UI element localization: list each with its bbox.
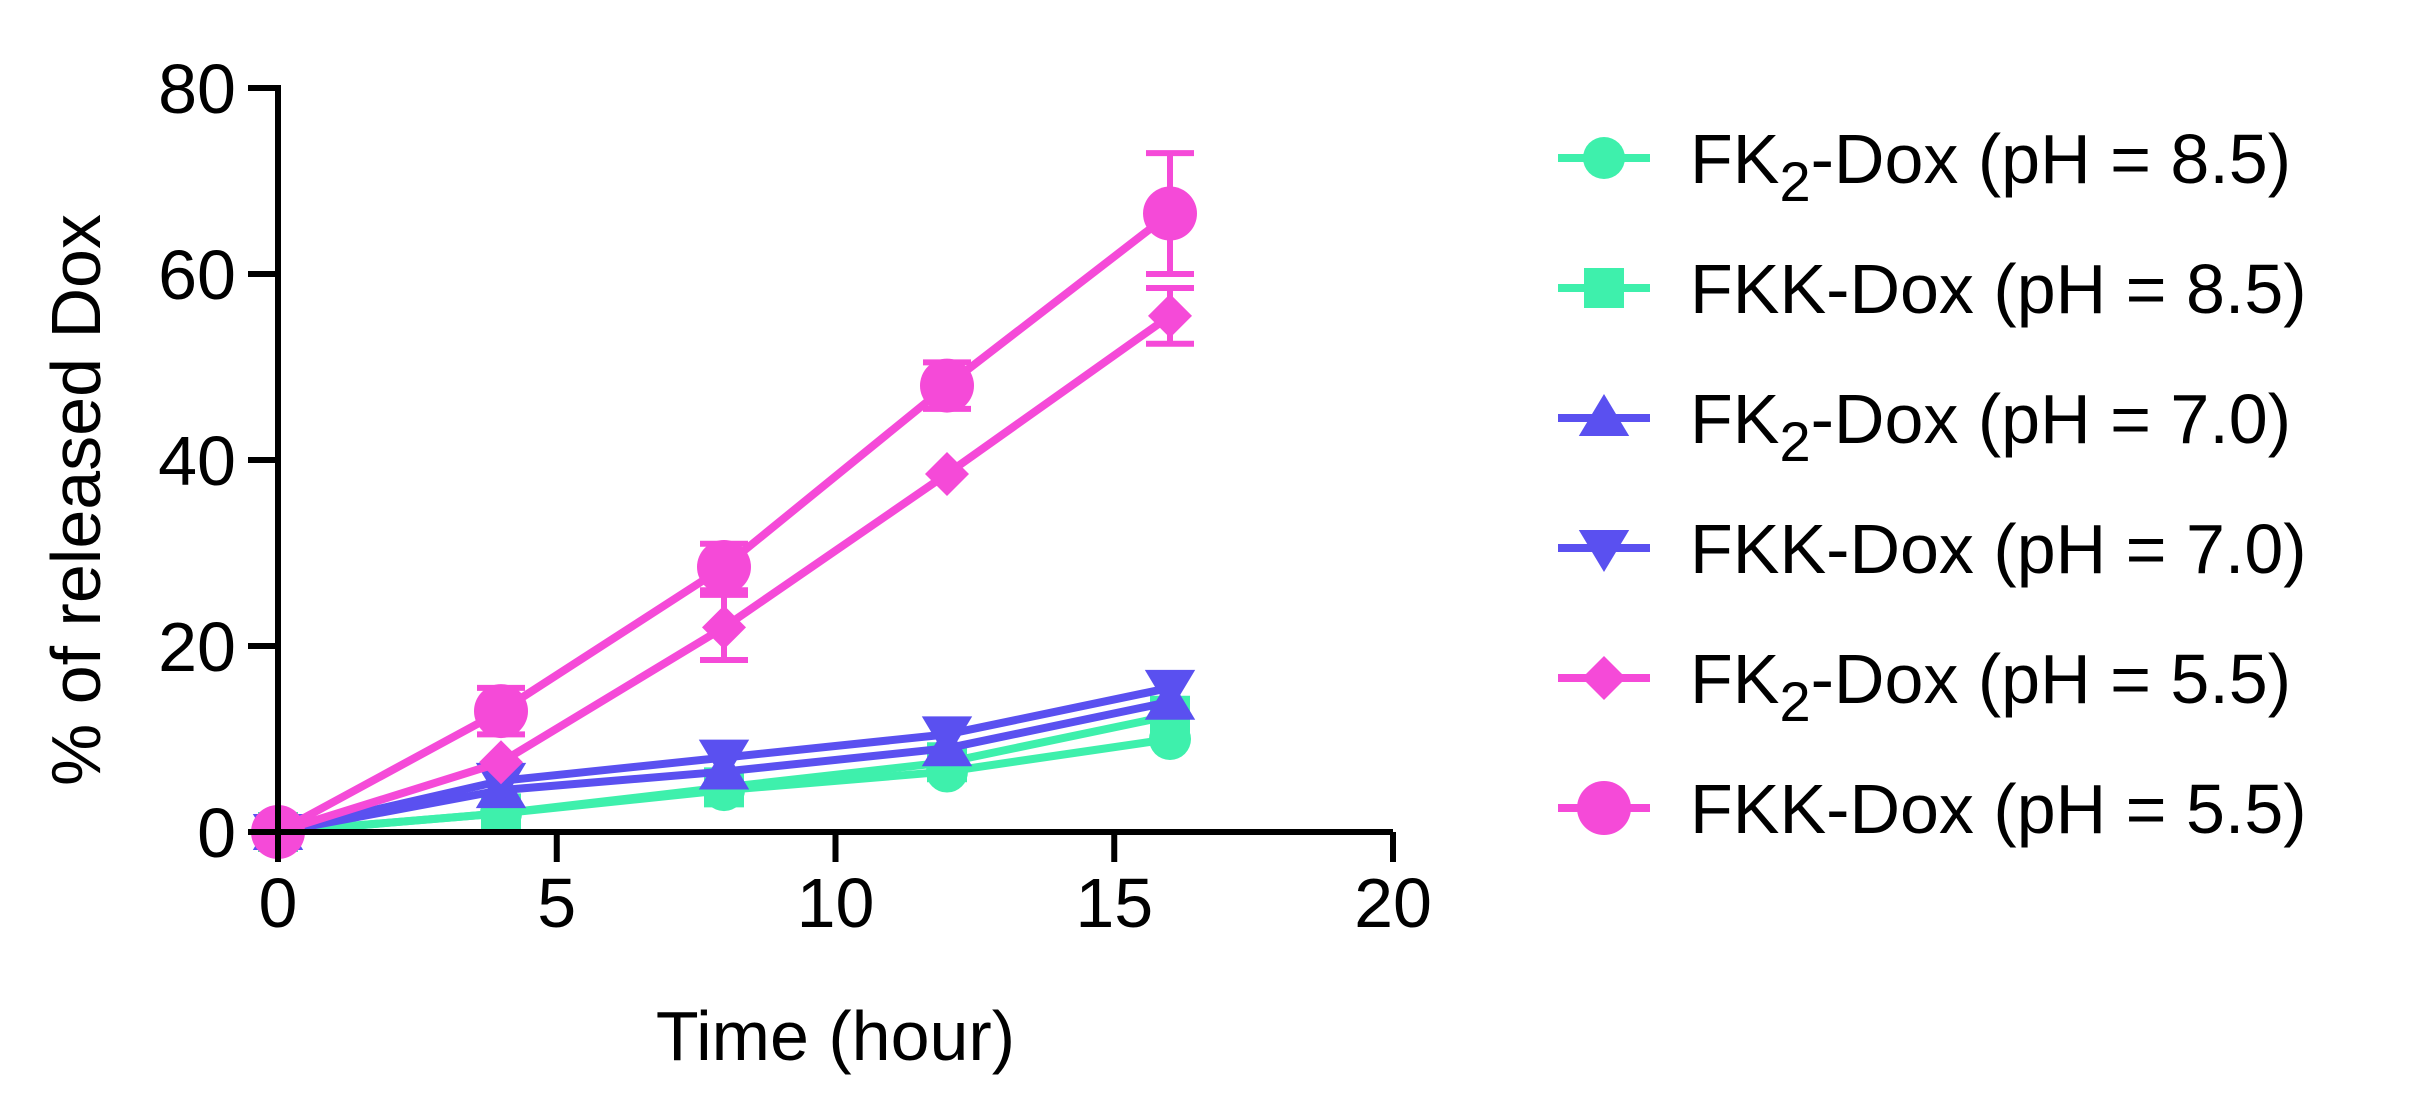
x-tick-label: 10	[797, 864, 875, 942]
plot-area	[251, 150, 1197, 859]
data-point	[925, 451, 969, 496]
legend-label: FKK-Dox (pH = 5.5)	[1690, 770, 2307, 848]
y-tick-label: 80	[158, 50, 236, 128]
y-tick-label: 20	[158, 608, 236, 686]
legend-label: FKK-Dox (pH = 7.0)	[1690, 510, 2307, 588]
legend-label: FKK-Dox (pH = 8.5)	[1690, 250, 2307, 328]
legend-marker	[1584, 268, 1624, 308]
y-axis-title: % of released Dox	[37, 214, 115, 786]
data-point	[921, 716, 973, 759]
legend-item: FK2-Dox (pH = 8.5)	[1558, 120, 2291, 213]
data-point	[1148, 293, 1192, 338]
legend-marker	[1582, 656, 1626, 700]
x-tick-label: 5	[537, 864, 576, 942]
data-point	[1144, 669, 1196, 712]
legend-marker	[1583, 137, 1625, 179]
axes: Time (hour) % of released Dox 0 20 40 60 80 0…	[37, 50, 1432, 1075]
data-point	[1143, 186, 1197, 241]
series-4	[252, 669, 1196, 856]
x-tick-label: 20	[1354, 864, 1432, 942]
data-point	[920, 358, 974, 413]
y-tick-label: 60	[158, 236, 236, 314]
legend-label: FK2-Dox (pH = 5.5)	[1690, 640, 2291, 733]
legend-item: FKK-Dox (pH = 8.5)	[1558, 250, 2307, 328]
x-axis-title: Time (hour)	[656, 997, 1015, 1075]
legend-marker	[1578, 394, 1630, 436]
legend-marker	[1577, 781, 1631, 835]
legend-marker	[1578, 530, 1630, 572]
data-point	[479, 740, 523, 785]
legend-label: FK2-Dox (pH = 7.0)	[1690, 380, 2291, 473]
legend-item: FKK-Dox (pH = 7.0)	[1558, 510, 2307, 588]
x-tick-label: 15	[1075, 864, 1153, 942]
series-6	[251, 150, 1197, 859]
data-point	[698, 739, 750, 782]
data-point	[702, 605, 746, 650]
legend: FK2-Dox (pH = 8.5) FKK-Dox (pH = 8.5) FK2-…	[1558, 120, 2307, 848]
legend-item: FK2-Dox (pH = 7.0)	[1558, 380, 2291, 473]
series-line	[276, 210, 1173, 836]
legend-label: FK2-Dox (pH = 8.5)	[1690, 120, 2291, 213]
data-point	[474, 684, 528, 739]
data-point	[697, 539, 751, 594]
legend-item: FKK-Dox (pH = 5.5)	[1558, 770, 2307, 848]
y-tick-label: 0	[197, 794, 236, 872]
y-tick-label: 40	[158, 422, 236, 500]
legend-item: FK2-Dox (pH = 5.5)	[1558, 640, 2291, 733]
x-tick-label: 0	[259, 864, 298, 942]
